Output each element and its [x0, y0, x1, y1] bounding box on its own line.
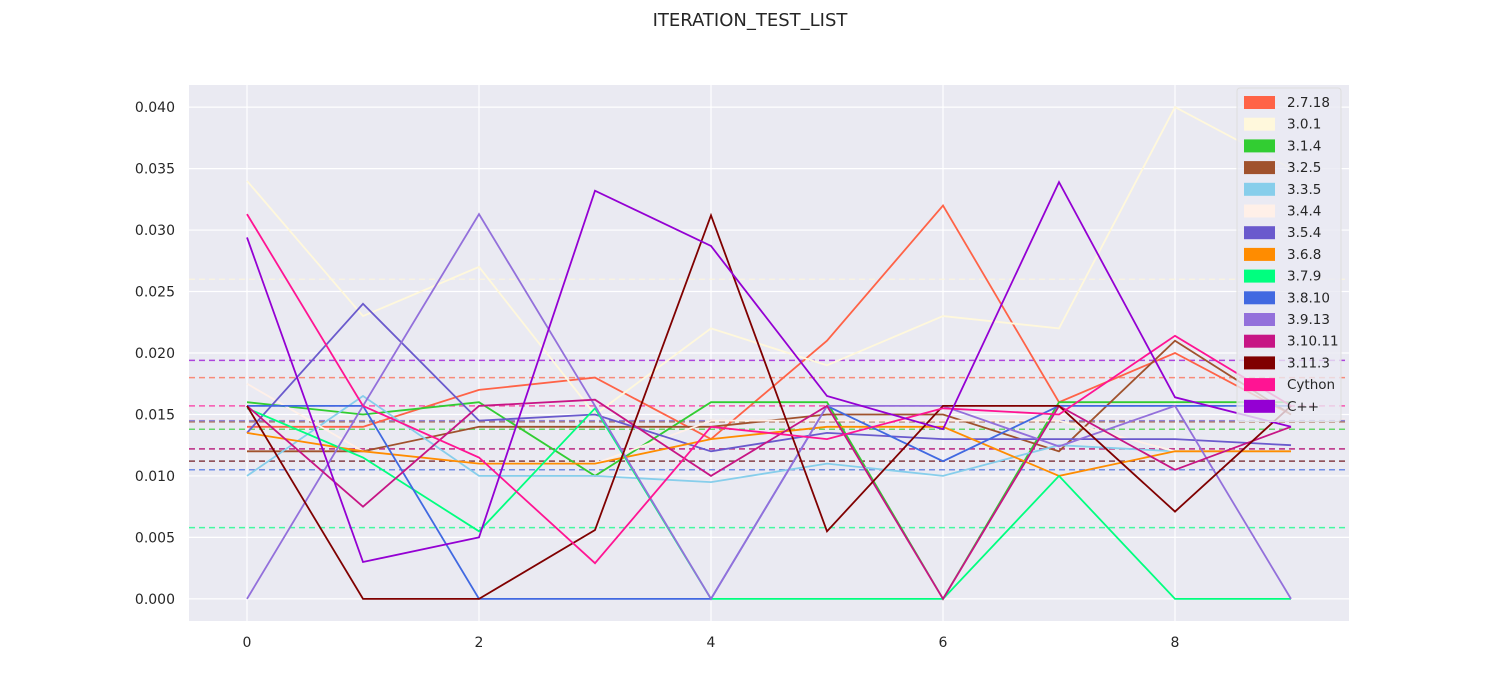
y-tick-label: 0.015 [135, 407, 175, 423]
y-tick-label: 0.040 [135, 100, 175, 116]
x-tick-label: 2 [475, 635, 484, 651]
legend-label: C++ [1287, 399, 1319, 415]
legend-swatch [1244, 117, 1275, 131]
legend-swatch [1244, 96, 1275, 109]
legend-swatch [1244, 161, 1275, 175]
legend-swatch [1244, 269, 1275, 283]
legend-swatch [1244, 182, 1275, 196]
legend-swatch [1244, 378, 1275, 392]
x-tick-label: 0 [243, 635, 252, 651]
series-line [246, 213, 1292, 565]
y-tick-label: 0.030 [135, 223, 175, 239]
legend-label: 3.6.8 [1287, 247, 1321, 263]
legend-label: 3.7.9 [1287, 269, 1321, 285]
series-line [246, 401, 1291, 601]
legend-swatch [1244, 356, 1275, 370]
x-tick-label: 6 [939, 635, 948, 651]
series-line [246, 212, 1292, 601]
legend-swatch [1244, 226, 1275, 240]
legend-swatch [1244, 313, 1275, 326]
series-line [246, 394, 1291, 484]
legend-label: 3.4.4 [1287, 204, 1321, 220]
legend-swatch [1244, 334, 1275, 348]
series-line [246, 398, 1292, 601]
legend-swatch [1244, 399, 1275, 413]
legend-label: 3.9.13 [1287, 312, 1330, 328]
legend-swatch [1244, 247, 1275, 261]
legend-swatch [1244, 139, 1275, 153]
legend: 2.7.18 3.0.1 3.1.4 3.2.5 3.3.5 3.4.4 3.5.4 3.6.… [1236, 87, 1342, 422]
legend-label: 3.2.5 [1287, 160, 1321, 176]
y-tick-label: 0.035 [135, 162, 175, 178]
legend-swatch [1244, 291, 1275, 305]
series-line [246, 406, 1291, 600]
series-lines [246, 105, 1292, 601]
y-tick-label: 0.005 [135, 530, 175, 546]
legend-label: 3.10.11 [1287, 334, 1339, 350]
legend-label: 2.7.18 [1287, 95, 1330, 111]
x-tick-label: 8 [1171, 635, 1180, 651]
legend-label: 3.5.4 [1287, 225, 1321, 241]
axis-tick-labels: 0.000 0.005 0.010 0.015 0.020 0.025 0.030 0.035… [135, 100, 1180, 651]
chart-title: ITERATION_TEST_LIST [652, 10, 848, 31]
legend-swatch [1244, 204, 1275, 218]
legend-label: 3.1.4 [1287, 138, 1321, 154]
legend-label: 3.0.1 [1287, 117, 1321, 133]
series-line [246, 212, 1292, 600]
series-line [246, 302, 1292, 453]
y-tick-label: 0.010 [135, 469, 175, 485]
legend-label: Cython [1287, 377, 1335, 393]
y-tick-label: 0.025 [135, 285, 175, 301]
legend-label: 3.11.3 [1287, 355, 1330, 371]
y-tick-label: 0.000 [135, 592, 175, 608]
x-tick-label: 4 [707, 635, 716, 651]
y-tick-label: 0.020 [135, 346, 175, 362]
series-line [246, 105, 1292, 416]
legend-label: 3.3.5 [1287, 182, 1321, 198]
mean-reference-lines [189, 278, 1349, 529]
legend-label: 3.8.10 [1287, 290, 1330, 306]
series-line [246, 180, 1292, 564]
